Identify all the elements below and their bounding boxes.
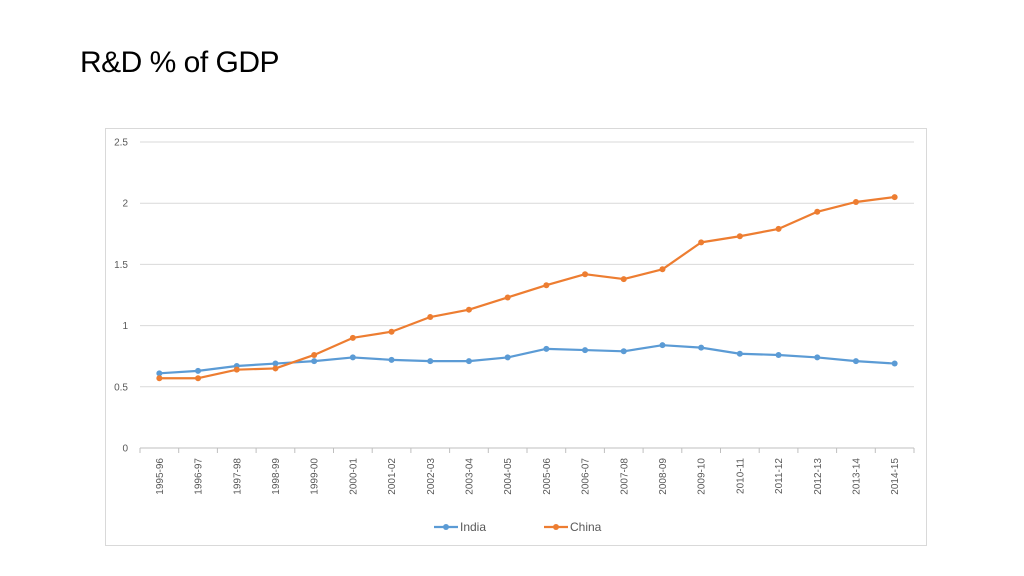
x-tick-label: 2008-09 bbox=[658, 458, 669, 495]
legend-marker-china bbox=[553, 524, 559, 530]
x-tick-label: 2013-14 bbox=[851, 458, 862, 495]
y-tick-label: 2 bbox=[122, 199, 128, 210]
x-tick-label: 2014-15 bbox=[890, 458, 901, 495]
data-point-china bbox=[272, 365, 279, 372]
data-point-china bbox=[465, 306, 472, 313]
data-point-china bbox=[349, 334, 356, 341]
data-point-china bbox=[852, 198, 859, 205]
data-point-india bbox=[427, 358, 434, 365]
data-point-china bbox=[736, 233, 743, 240]
x-tick-label: 2002-03 bbox=[426, 458, 437, 495]
x-tick-label: 2006-07 bbox=[581, 458, 592, 495]
data-point-india bbox=[272, 360, 279, 367]
data-point-india bbox=[659, 342, 666, 349]
data-point-china bbox=[698, 239, 705, 246]
y-tick-label: 0.5 bbox=[114, 382, 128, 393]
data-point-india bbox=[465, 358, 472, 365]
data-point-india bbox=[775, 351, 782, 358]
data-point-china bbox=[195, 375, 202, 382]
series-line-india bbox=[159, 344, 895, 375]
data-point-india bbox=[698, 344, 705, 351]
data-point-china bbox=[233, 366, 240, 373]
x-tick-label: 2009-10 bbox=[697, 458, 708, 495]
data-point-india bbox=[620, 348, 627, 355]
data-point-india bbox=[891, 360, 898, 367]
y-tick-label: 2.5 bbox=[114, 138, 128, 149]
x-tick-label: 1996-97 bbox=[194, 458, 205, 495]
x-tick-label: 2004-05 bbox=[503, 458, 514, 495]
data-point-china bbox=[504, 294, 511, 301]
x-tick-label: 2012-13 bbox=[813, 458, 824, 495]
data-point-india bbox=[349, 354, 356, 361]
data-point-china bbox=[659, 266, 666, 273]
data-point-china bbox=[891, 194, 898, 201]
x-tick-label: 1995-96 bbox=[155, 458, 166, 495]
data-point-india bbox=[582, 347, 589, 354]
y-tick-label: 0 bbox=[122, 444, 128, 455]
legend-label-india: India bbox=[460, 520, 486, 534]
data-point-china bbox=[620, 276, 627, 283]
data-point-china bbox=[814, 208, 821, 215]
x-tick-label: 2001-02 bbox=[387, 458, 398, 495]
data-point-china bbox=[543, 282, 550, 289]
x-tick-label: 2005-06 bbox=[542, 458, 553, 495]
data-point-china bbox=[156, 375, 163, 382]
data-point-china bbox=[388, 328, 395, 335]
x-tick-label: 2010-11 bbox=[735, 458, 746, 494]
x-tick-label: 2003-04 bbox=[464, 458, 475, 495]
y-tick-label: 1.5 bbox=[114, 260, 128, 271]
chart-area bbox=[105, 128, 927, 546]
data-point-india bbox=[504, 354, 511, 361]
x-tick-label: 2011-12 bbox=[774, 458, 785, 494]
data-point-india bbox=[388, 356, 395, 363]
data-point-india bbox=[311, 358, 318, 365]
x-tick-label: 2007-08 bbox=[619, 458, 630, 495]
data-point-india bbox=[736, 350, 743, 357]
y-tick-label: 1 bbox=[122, 321, 128, 332]
x-tick-label: 1998-99 bbox=[271, 458, 282, 495]
data-point-china bbox=[427, 314, 434, 321]
x-tick-label: 1999-00 bbox=[310, 458, 321, 495]
x-tick-label: 2000-01 bbox=[348, 458, 359, 495]
x-tick-label: 1997-98 bbox=[232, 458, 243, 495]
data-point-india bbox=[852, 358, 859, 365]
legend-label-china: China bbox=[570, 520, 602, 534]
data-point-india bbox=[195, 367, 202, 374]
data-point-china bbox=[775, 225, 782, 232]
data-point-india bbox=[156, 370, 163, 377]
series-line-china bbox=[159, 195, 895, 380]
slide-title: R&D % of GDP bbox=[80, 46, 280, 79]
data-point-india bbox=[543, 345, 550, 352]
data-point-india bbox=[814, 354, 821, 361]
data-point-china bbox=[582, 271, 589, 278]
legend-marker-india bbox=[443, 524, 449, 530]
data-point-china bbox=[311, 351, 318, 358]
